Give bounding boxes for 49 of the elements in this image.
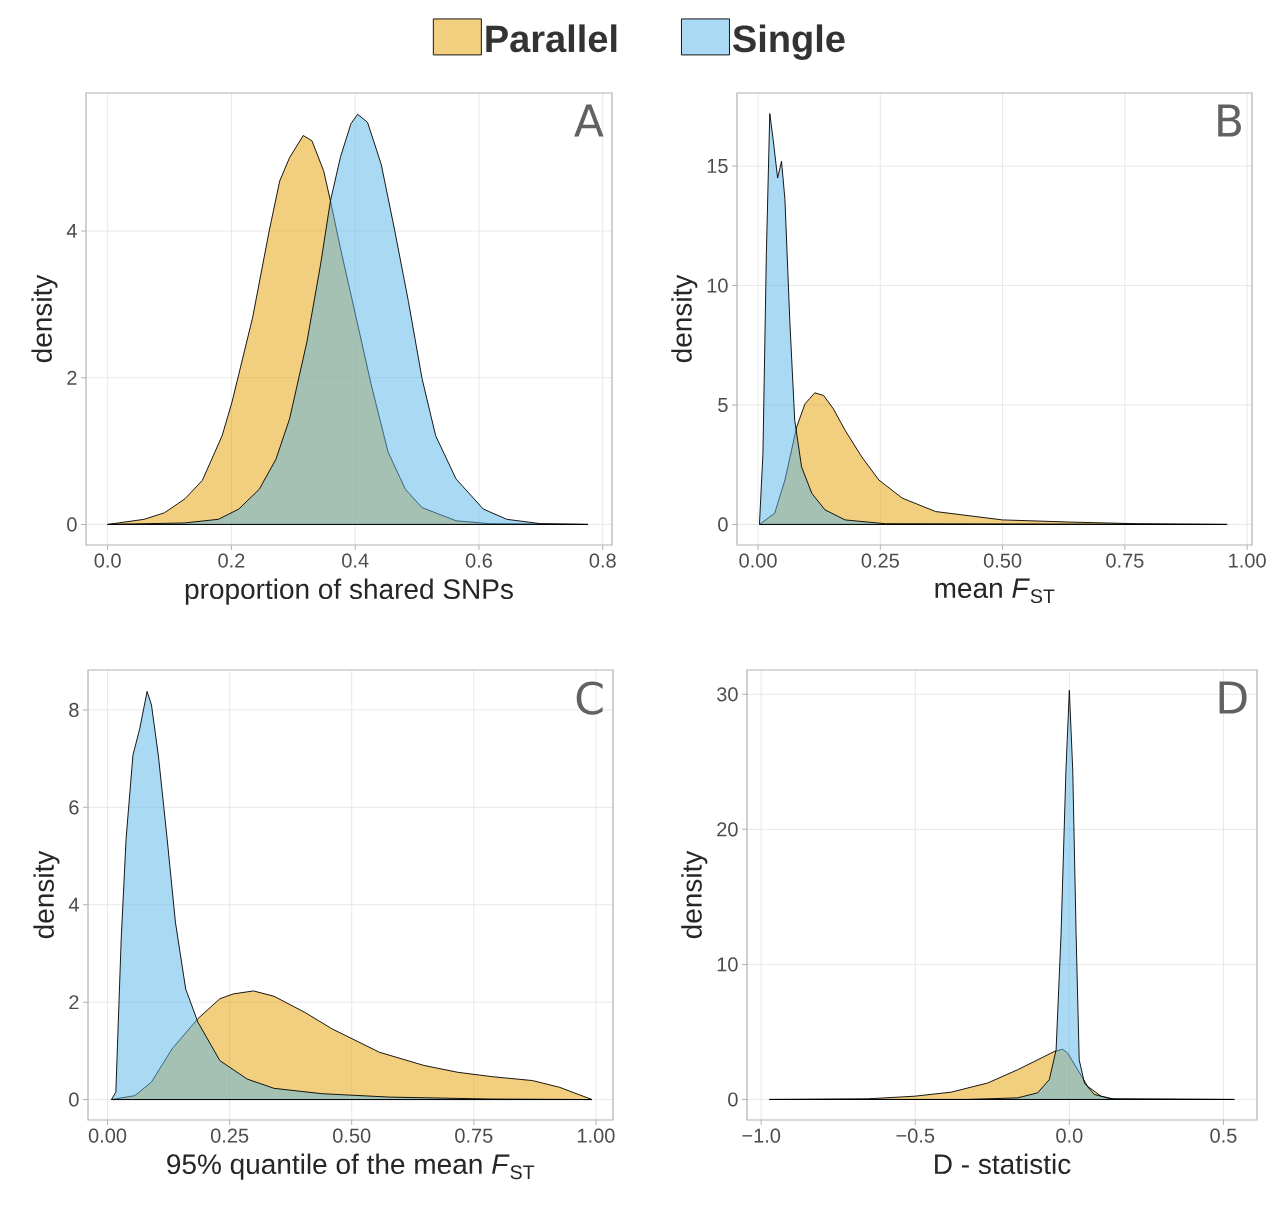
x-tick-label: 0.00 (88, 1128, 127, 1143)
y-tick-label: 10 (717, 957, 738, 972)
x-tick-label: 0.25 (861, 553, 899, 568)
y-tick-label: 2 (67, 370, 77, 385)
y-tick-label: 0 (718, 517, 728, 532)
x-axis-title: 95% quantile of the mean F$_{ST}$ (167, 1153, 535, 1180)
y-tick-label: 30 (717, 687, 738, 702)
y-tick-label: 20 (717, 822, 738, 837)
y-tick-label: 15 (707, 159, 728, 174)
y-tick-label: 4 (66, 224, 77, 238)
x-tick-label: 1.00 (1229, 553, 1266, 568)
legend-label: Parallel (486, 24, 617, 53)
annotation: B (1218, 104, 1241, 137)
y-tick-label: 6 (69, 800, 79, 815)
x-tick-label: 0.25 (210, 1128, 249, 1143)
x-axis-title: D - statistic (935, 1153, 1071, 1175)
x-tick-label: 0.8 (589, 553, 616, 568)
x-tick-label: 0.75 (1106, 553, 1144, 568)
x-tick-label: 0.00 (739, 553, 777, 568)
x-tick-label: 0.6 (465, 553, 492, 568)
y-tick-label: 0 (67, 517, 77, 532)
y-axis-title: density (681, 850, 708, 939)
x-tick-label: 0.0 (94, 553, 121, 568)
x-tick-label: 0.5 (1210, 1128, 1237, 1143)
y-tick-label: 8 (69, 702, 79, 717)
annotation: C (576, 681, 603, 715)
legend-label: Single (733, 24, 845, 60)
y-tick-label: 5 (718, 398, 728, 412)
annotation: A (574, 104, 604, 137)
x-axis-title: proportion of shared SNPs (185, 578, 513, 605)
x-tick-label: 0.2 (218, 553, 245, 568)
x-tick-label: 0.50 (983, 553, 1022, 568)
y-tick-label: 2 (69, 995, 79, 1010)
x-tick-label: 0.50 (333, 1128, 371, 1143)
x-tick-label: −0.5 (896, 1128, 935, 1143)
x-tick-label: 0.75 (455, 1128, 493, 1143)
annotation: D (1219, 681, 1247, 714)
y-tick-label: 0 (69, 1092, 79, 1107)
x-tick-label: 0.0 (1056, 1128, 1083, 1143)
y-axis-title: density (33, 850, 60, 939)
y-axis-title: density (31, 274, 58, 363)
y-tick-label: 0 (728, 1092, 738, 1107)
x-tick-label: 0.4 (342, 553, 369, 568)
x-tick-label: −1.0 (742, 1128, 781, 1143)
x-axis-title: mean F$_{ST}$ (935, 578, 1055, 604)
y-tick-label: 10 (707, 278, 728, 293)
x-tick-label: 1.00 (577, 1128, 615, 1143)
y-axis-title: density (671, 274, 698, 363)
y-tick-label: 4 (68, 897, 79, 912)
